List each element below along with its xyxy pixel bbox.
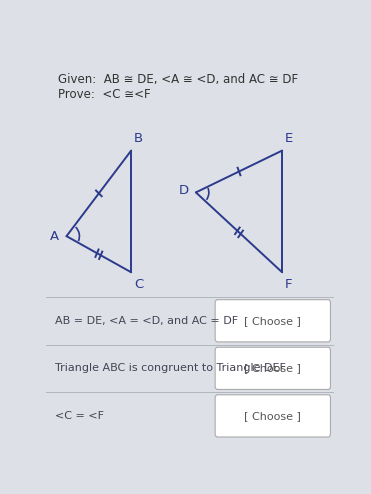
- Text: AB = DE, <A = <D, and AC = DF: AB = DE, <A = <D, and AC = DF: [55, 316, 238, 326]
- Text: A: A: [50, 230, 59, 243]
- Text: B: B: [134, 132, 143, 145]
- Text: C: C: [134, 278, 143, 291]
- Text: D: D: [178, 184, 189, 197]
- FancyBboxPatch shape: [215, 395, 331, 437]
- FancyBboxPatch shape: [215, 300, 331, 342]
- Text: F: F: [285, 278, 292, 291]
- Text: E: E: [285, 132, 293, 145]
- Text: Triangle ABC is congruent to Triangle DEF: Triangle ABC is congruent to Triangle DE…: [55, 364, 286, 373]
- Text: [ Choose ]: [ Choose ]: [244, 316, 301, 326]
- Text: [ Choose ]: [ Choose ]: [244, 364, 301, 373]
- Text: Given:  AB ≅ DE, <A ≅ <D, and AC ≅ DF: Given: AB ≅ DE, <A ≅ <D, and AC ≅ DF: [58, 73, 298, 85]
- Text: [ Choose ]: [ Choose ]: [244, 411, 301, 421]
- FancyBboxPatch shape: [215, 347, 331, 389]
- Text: Prove:  <C ≅<F: Prove: <C ≅<F: [58, 88, 151, 101]
- Text: <C = <F: <C = <F: [55, 411, 104, 421]
